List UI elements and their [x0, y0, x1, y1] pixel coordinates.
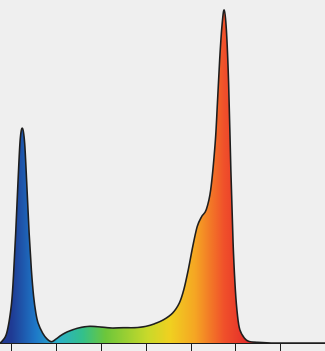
spectrum-outline: [0, 9, 325, 344]
spectrum-area: [0, 9, 325, 344]
